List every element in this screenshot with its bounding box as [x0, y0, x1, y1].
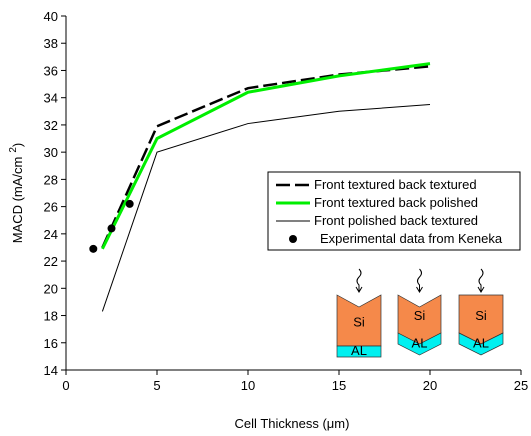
- si-label: Si: [353, 315, 365, 330]
- al-label: AL: [473, 336, 489, 351]
- legend-label: Front textured back textured: [314, 177, 477, 192]
- y-tick-label: 28: [44, 172, 58, 187]
- series-line: [101, 104, 431, 312]
- y-tick-label: 14: [44, 363, 58, 378]
- data-point: [125, 199, 134, 208]
- squiggle-arrow: [477, 268, 485, 293]
- y-axis-label: MACD (mA/cm 2): [8, 143, 25, 244]
- y-label-end: ): [10, 143, 25, 147]
- series-line: [101, 62, 431, 250]
- y-tick-label: 34: [44, 91, 58, 106]
- legend-swatch: [289, 235, 297, 243]
- si-label: Si: [475, 308, 487, 323]
- x-tick-label: 20: [423, 378, 437, 393]
- y-tick-label: 24: [44, 227, 58, 242]
- legend-label: Experimental data from Keneka: [320, 231, 503, 246]
- y-tick-label: 22: [44, 254, 58, 269]
- data-point: [89, 244, 98, 253]
- x-tick-label: 10: [241, 378, 255, 393]
- al-label: AL: [351, 343, 367, 358]
- y-tick-label: 36: [44, 63, 58, 78]
- y-tick-label: 32: [44, 118, 58, 133]
- legend-box: [267, 171, 521, 251]
- y-tick-label: 30: [44, 145, 58, 160]
- x-tick-label: 15: [332, 378, 346, 393]
- data-point: [107, 224, 116, 233]
- x-axis-label: Cell Thickness (μm): [235, 416, 350, 431]
- y-tick-label: 18: [44, 309, 58, 324]
- x-tick-label: 25: [514, 378, 528, 393]
- al-layer: [458, 332, 504, 356]
- legend-label: Front polished back textured: [314, 213, 478, 228]
- squiggle-arrow: [416, 268, 423, 293]
- y-tick-label: 40: [44, 9, 58, 24]
- y-label-text: MACD (mA/cm: [10, 157, 25, 244]
- y-tick-label: 16: [44, 336, 58, 351]
- squiggle-arrow: [355, 268, 363, 293]
- al-label: AL: [412, 336, 428, 351]
- y-label-sup: 2: [8, 147, 19, 153]
- y-tick-label: 26: [44, 200, 58, 215]
- y-tick-label: 38: [44, 36, 58, 51]
- si-label: Si: [414, 308, 426, 323]
- al-layer: [397, 332, 442, 356]
- al-layer: [336, 345, 382, 358]
- x-tick-label: 0: [62, 378, 69, 393]
- y-tick-label: 20: [44, 281, 58, 296]
- legend-label: Front textured back polished: [314, 195, 478, 210]
- x-tick-label: 5: [153, 378, 160, 393]
